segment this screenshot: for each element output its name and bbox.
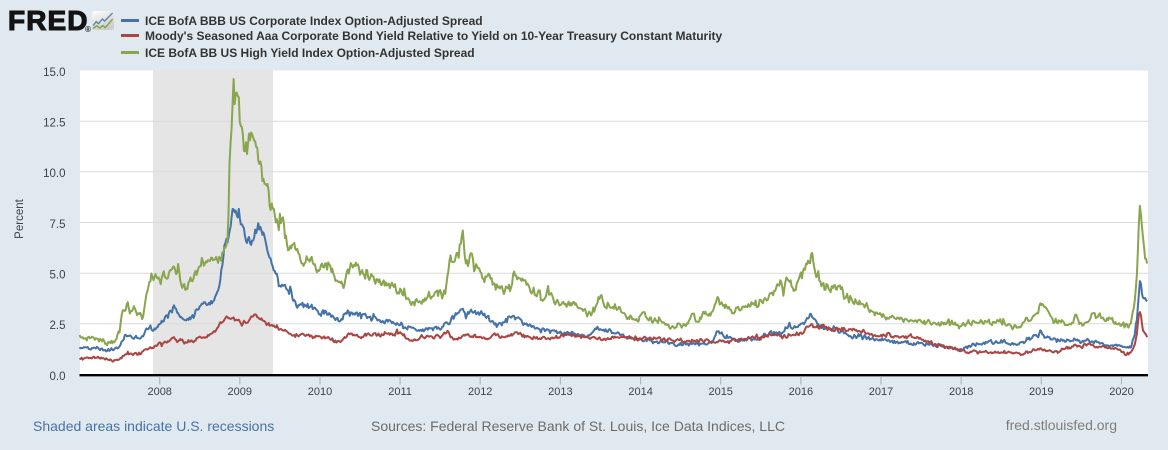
svg-text:2016: 2016 — [789, 386, 813, 398]
svg-text:Percent: Percent — [14, 198, 26, 238]
svg-text:2013: 2013 — [548, 386, 572, 398]
svg-text:5.0: 5.0 — [50, 270, 66, 282]
svg-text:2010: 2010 — [308, 386, 332, 398]
svg-text:2018: 2018 — [949, 386, 973, 398]
svg-text:2020: 2020 — [1109, 386, 1133, 398]
svg-text:2019: 2019 — [1029, 386, 1053, 398]
svg-text:7.5: 7.5 — [50, 219, 66, 231]
svg-text:2017: 2017 — [869, 386, 893, 398]
svg-text:2008: 2008 — [147, 386, 171, 398]
svg-text:2012: 2012 — [468, 386, 492, 398]
svg-text:0.0: 0.0 — [50, 371, 66, 383]
svg-text:2009: 2009 — [228, 386, 252, 398]
svg-text:2015: 2015 — [708, 386, 732, 398]
svg-text:2011: 2011 — [388, 386, 412, 398]
svg-text:2.5: 2.5 — [50, 320, 66, 332]
svg-text:15.0: 15.0 — [43, 67, 65, 79]
svg-text:2014: 2014 — [628, 386, 652, 398]
svg-text:12.5: 12.5 — [43, 118, 65, 130]
svg-text:10.0: 10.0 — [43, 168, 65, 180]
